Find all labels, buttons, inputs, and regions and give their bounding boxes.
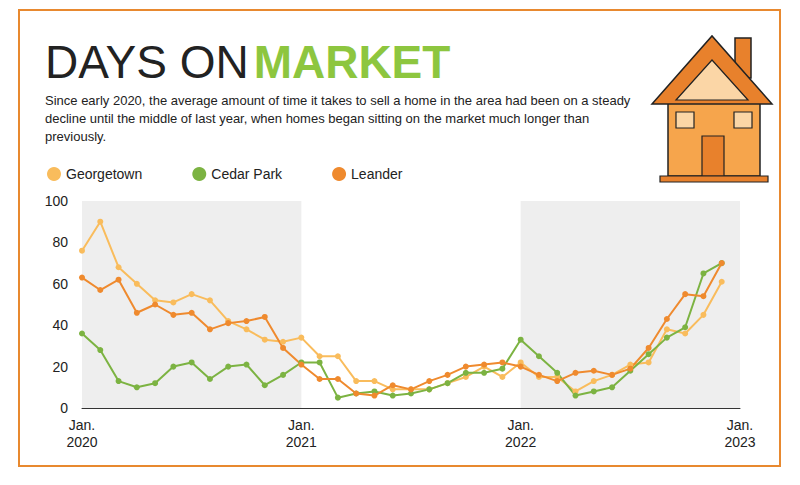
svg-text:Jan.: Jan. xyxy=(507,417,533,433)
svg-text:decline until the middle of la: decline until the middle of last year, w… xyxy=(45,111,593,126)
svg-text:Jan.: Jan. xyxy=(288,417,314,433)
svg-text:Jan.: Jan. xyxy=(727,417,753,433)
svg-text:Leander: Leander xyxy=(351,166,403,182)
svg-text:2022: 2022 xyxy=(505,434,536,450)
svg-text:0: 0 xyxy=(60,400,68,416)
svg-text:Jan.: Jan. xyxy=(69,417,95,433)
svg-text:Cedar Park: Cedar Park xyxy=(211,166,283,182)
svg-text:Since early 2020, the average: Since early 2020, the average amount of … xyxy=(45,93,634,108)
svg-text:2023: 2023 xyxy=(724,434,755,450)
svg-text:100: 100 xyxy=(45,193,69,209)
svg-text:2020: 2020 xyxy=(66,434,97,450)
svg-text:20: 20 xyxy=(52,359,68,375)
svg-text:previously.: previously. xyxy=(45,129,106,144)
svg-text:DAYS ON: DAYS ON xyxy=(45,36,249,88)
svg-text:40: 40 xyxy=(52,317,68,333)
svg-text:60: 60 xyxy=(52,276,68,292)
svg-text:MARKET: MARKET xyxy=(254,36,451,88)
svg-text:Georgetown: Georgetown xyxy=(66,166,142,182)
svg-text:2021: 2021 xyxy=(286,434,317,450)
svg-text:80: 80 xyxy=(52,234,68,250)
